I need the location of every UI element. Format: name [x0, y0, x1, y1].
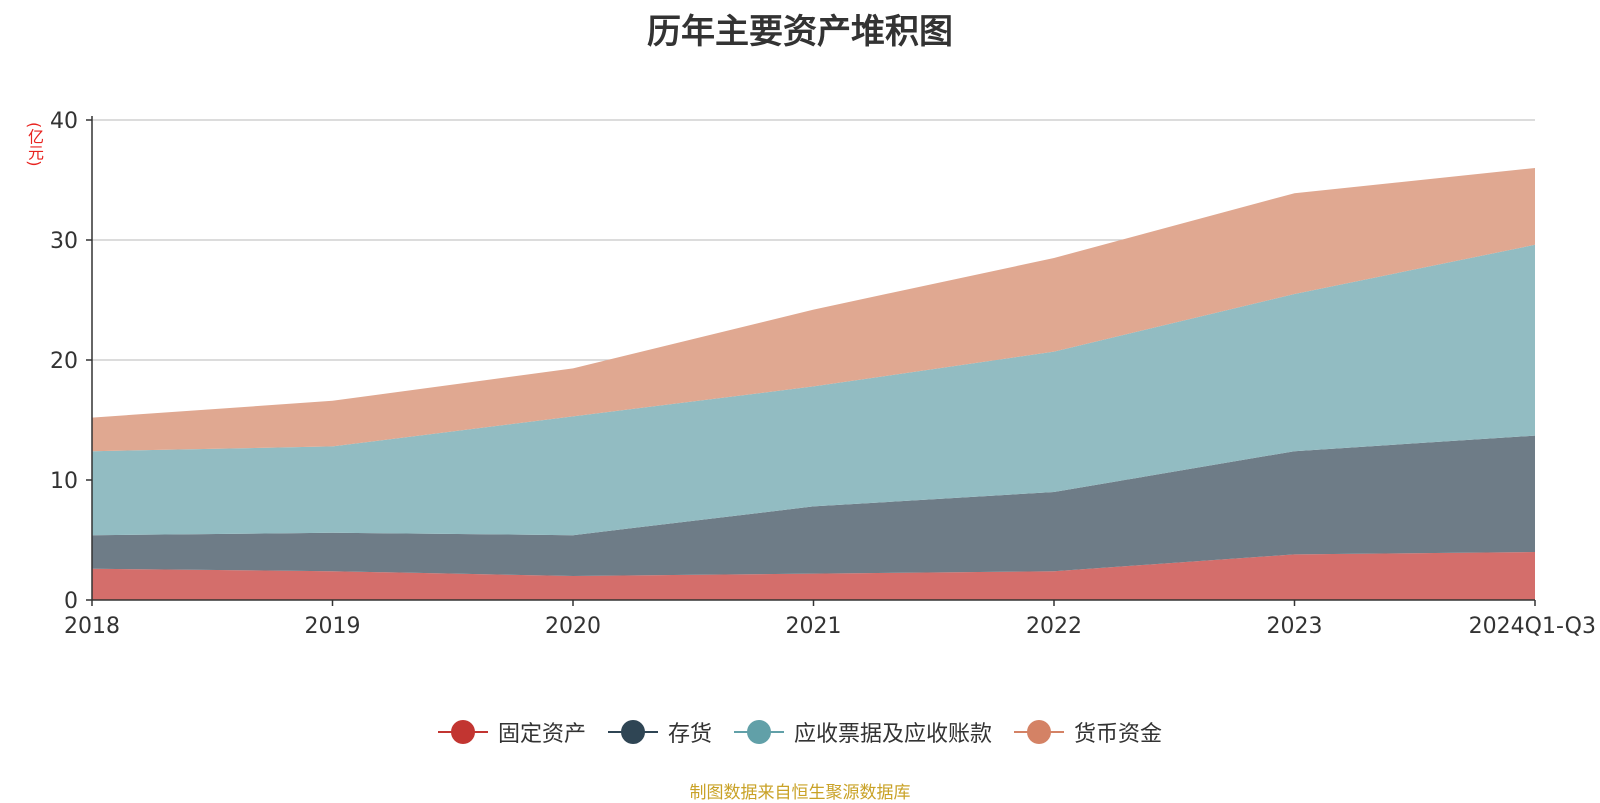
data-source-note: 制图数据来自恒生聚源数据库	[689, 783, 911, 803]
area-series-2	[92, 244, 1535, 536]
legend-item-cash[interactable]: 货币资金	[1014, 716, 1162, 748]
y-tick-label: 40	[50, 109, 78, 134]
area-series-0	[92, 552, 1535, 600]
y-axis-unit-label: (亿元)	[25, 122, 44, 167]
y-tick-label: 20	[50, 349, 78, 374]
y-tick-label: 0	[64, 589, 78, 614]
legend-label: 货币资金	[1074, 722, 1163, 747]
x-tick-label: 2020	[545, 614, 601, 639]
legend: 固定资产 存货 应收票据及应收账款 货币资金	[0, 716, 1600, 748]
x-tick-label: 2024Q1-Q3	[1469, 614, 1596, 639]
x-tick-label: 2022	[1026, 614, 1082, 639]
x-tick-labels: 2018 2019 2020 2021 2022 2023 2024Q1-Q3	[64, 614, 1596, 639]
legend-label: 存货	[667, 722, 712, 747]
area-layers	[92, 168, 1535, 600]
legend-item-receivables[interactable]: 应收票据及应收账款	[734, 716, 992, 748]
y-tick-label: 10	[50, 469, 78, 494]
area-series-1	[92, 435, 1535, 576]
legend-item-inventory[interactable]: 存货	[607, 716, 712, 748]
legend-marker-icon	[437, 720, 488, 744]
x-tick-label: 2021	[786, 614, 842, 639]
axes	[86, 116, 1536, 606]
y-tick-labels: 0 10 20 30 40	[50, 109, 78, 614]
x-tick-label: 2023	[1267, 614, 1323, 639]
area-series-3	[92, 168, 1535, 452]
legend-marker-icon	[1014, 720, 1065, 744]
legend-label: 应收票据及应收账款	[794, 722, 993, 747]
legend-marker-icon	[734, 720, 784, 744]
legend-marker-icon	[607, 720, 658, 744]
x-tick-label: 2018	[64, 614, 120, 639]
y-tick-label: 30	[50, 229, 78, 254]
chart-title: 历年主要资产堆积图	[647, 12, 953, 52]
legend-label: 固定资产	[497, 722, 586, 747]
legend-item-fixed-assets[interactable]: 固定资产	[437, 716, 586, 748]
x-tick-label: 2019	[305, 614, 361, 639]
